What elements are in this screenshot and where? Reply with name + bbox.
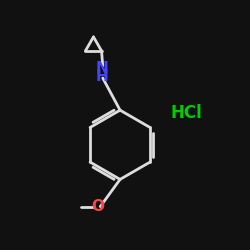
Text: O: O	[91, 199, 104, 214]
Text: HCl: HCl	[171, 104, 203, 122]
Text: N: N	[95, 60, 108, 76]
Text: H: H	[95, 69, 108, 84]
